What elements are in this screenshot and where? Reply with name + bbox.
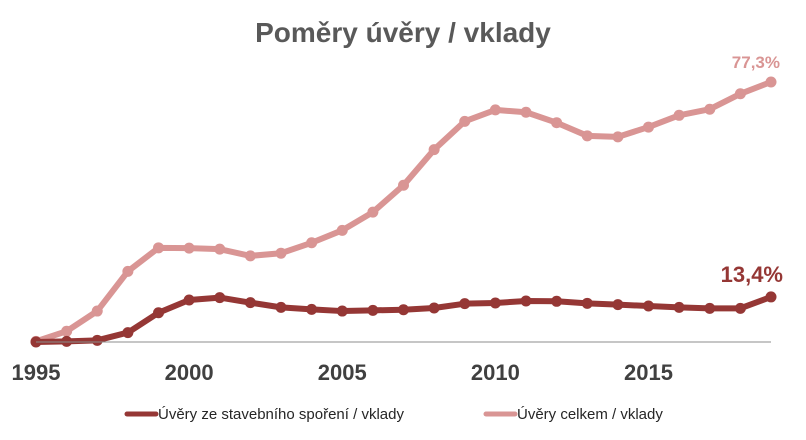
data-point <box>336 224 348 236</box>
data-point <box>612 131 624 143</box>
data-point <box>153 307 164 319</box>
x-tick-label: 2005 <box>318 360 367 385</box>
data-point <box>551 117 563 129</box>
data-point <box>428 302 440 314</box>
series-celkem <box>30 76 777 347</box>
data-point <box>275 247 287 259</box>
data-point <box>734 88 746 100</box>
data-point <box>489 297 501 309</box>
legend-label: Úvěry ze stavebního spoření / vklady <box>158 406 404 423</box>
data-point <box>61 335 73 347</box>
data-point <box>428 144 440 156</box>
data-point <box>153 242 164 254</box>
data-point <box>122 327 134 339</box>
data-point <box>612 299 624 311</box>
data-point <box>551 295 563 307</box>
plot-area <box>30 76 777 348</box>
data-point <box>398 304 409 316</box>
legend-label: Úvěry celkem / vklady <box>517 406 663 423</box>
data-point <box>765 76 777 88</box>
data-point <box>704 302 716 314</box>
data-point <box>214 292 226 304</box>
data-point <box>459 298 471 310</box>
data-point <box>275 301 287 313</box>
data-point <box>643 300 654 312</box>
data-point <box>489 104 501 116</box>
data-point <box>122 265 134 277</box>
data-point <box>306 303 318 315</box>
legend-item: Úvěry ze stavebního spoření / vklady <box>124 406 404 423</box>
data-point <box>734 302 746 314</box>
data-point <box>244 297 256 309</box>
data-point <box>581 297 593 309</box>
x-tick-label: 2000 <box>165 360 214 385</box>
legend-item: Úvěry celkem / vklady <box>483 406 663 423</box>
data-point <box>214 243 226 255</box>
series-line <box>33 293 774 345</box>
legend: Úvěry ze stavebního spoření / vklady Úvěr… <box>124 406 663 423</box>
data-point <box>91 334 103 346</box>
data-point <box>581 130 593 142</box>
data-point <box>520 295 532 307</box>
data-point <box>183 242 195 254</box>
data-point <box>398 179 409 191</box>
end-label-celkem: 77,3% <box>732 53 780 72</box>
series-stavebni-sporeni <box>30 291 777 348</box>
data-point <box>673 109 685 121</box>
data-point <box>520 106 532 118</box>
data-point <box>367 206 379 218</box>
data-point <box>336 305 348 317</box>
data-point <box>183 294 195 306</box>
data-point <box>91 305 103 317</box>
x-tick-label: 2010 <box>471 360 520 385</box>
data-point <box>704 103 716 115</box>
data-point <box>244 250 256 262</box>
series-line <box>33 79 774 345</box>
data-point <box>459 115 471 127</box>
chart-title: Poměry úvěry / vklady <box>255 17 551 48</box>
data-point <box>765 291 777 303</box>
data-point <box>643 121 654 133</box>
end-labels: 77,3% 13,4% <box>721 53 783 287</box>
data-point <box>673 301 685 313</box>
x-axis: 1995 2000 2005 2010 2015 <box>12 341 771 385</box>
x-tick-label: 1995 <box>12 360 61 385</box>
data-point <box>367 304 379 316</box>
end-label-stavebni-sporeni: 13,4% <box>721 262 783 287</box>
data-point <box>61 325 73 337</box>
data-point <box>306 237 318 249</box>
x-tick-label: 2015 <box>624 360 673 385</box>
